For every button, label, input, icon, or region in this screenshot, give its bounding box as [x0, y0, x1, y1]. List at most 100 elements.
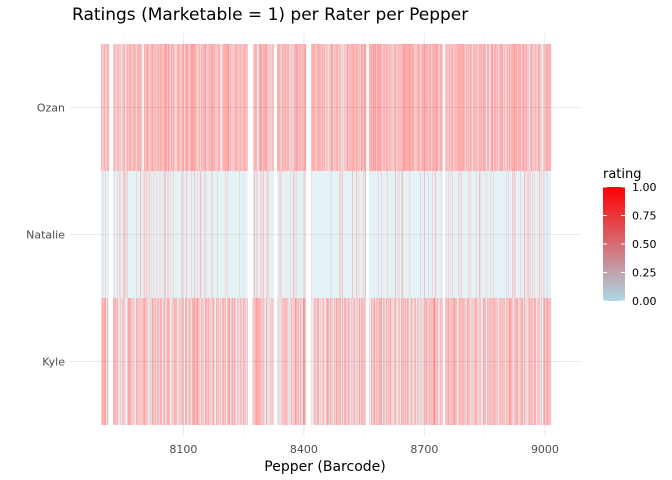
heatmap-cell [387, 298, 389, 425]
heatmap-cell-overlap [157, 44, 159, 171]
heatmap-cell [387, 171, 389, 298]
heatmap-cell [418, 171, 419, 298]
heatmap-cell [133, 298, 135, 425]
heatmap-cell [431, 171, 433, 298]
heatmap-cell [183, 171, 184, 298]
heatmap-cell [342, 298, 344, 425]
heatmap-cell [162, 171, 164, 298]
heatmap-cell [266, 298, 268, 425]
heatmap-cell [128, 171, 129, 298]
heatmap-cell [264, 298, 265, 425]
heatmap-cell [304, 298, 305, 425]
heatmap-cell [471, 298, 473, 425]
heatmap-cell [107, 298, 109, 425]
heatmap-cell [548, 44, 550, 171]
heatmap-cell [545, 298, 547, 425]
heatmap-cell [302, 171, 303, 298]
heatmap-cell [523, 44, 524, 171]
heatmap-cell [299, 171, 301, 298]
heatmap-cell [299, 171, 301, 298]
heatmap-cell [483, 171, 485, 298]
heatmap-cell [514, 171, 515, 298]
heatmap-cell [292, 44, 294, 171]
heatmap-cell [338, 44, 340, 171]
heatmap-cell [473, 171, 475, 298]
heatmap-cell [241, 44, 242, 171]
heatmap-cell [409, 171, 410, 298]
legend-title: rating [603, 167, 642, 182]
heatmap-cell [451, 298, 453, 425]
heatmap-cell [375, 298, 376, 425]
heatmap-cell [343, 298, 345, 425]
heatmap-cell [235, 44, 236, 171]
heatmap-cell [484, 171, 485, 298]
heatmap-cell [231, 171, 232, 298]
heatmap-cell [154, 298, 156, 425]
heatmap-cell [397, 44, 398, 171]
heatmap-cell [379, 44, 381, 171]
heatmap-cell [514, 171, 516, 298]
heatmap-cell [473, 171, 474, 298]
heatmap-cell [334, 298, 335, 425]
heatmap-cell [225, 44, 227, 171]
heatmap-cell [140, 171, 142, 298]
heatmap-cell [397, 44, 399, 171]
heatmap-cell [280, 44, 282, 171]
heatmap-cell [464, 298, 466, 425]
heatmap-cell [107, 298, 108, 425]
heatmap-cell [518, 171, 520, 298]
heatmap-cell [270, 44, 272, 171]
heatmap-cell [215, 44, 216, 171]
heatmap-cell-overlap [364, 44, 366, 171]
heatmap-cell [428, 44, 429, 171]
heatmap-cell [242, 171, 244, 298]
heatmap-cell [164, 171, 166, 298]
heatmap-cell [401, 44, 403, 171]
heatmap-cell [211, 171, 213, 298]
heatmap-cell [448, 44, 450, 171]
heatmap-cell [445, 171, 446, 298]
heatmap-cell [122, 171, 123, 298]
heatmap-cell [538, 298, 540, 425]
heatmap-cell [241, 44, 243, 171]
heatmap-cell [487, 171, 488, 298]
heatmap-cell [438, 298, 440, 425]
heatmap-cell [136, 171, 137, 298]
heatmap-cell [413, 44, 415, 171]
heatmap-cell [232, 171, 234, 298]
heatmap-cell [233, 298, 235, 425]
heatmap-cell [213, 44, 214, 171]
heatmap-cell [370, 171, 372, 298]
heatmap-cell [360, 171, 362, 298]
heatmap-cell [155, 44, 157, 171]
heatmap-cell [520, 171, 521, 298]
heatmap-cell-overlap [431, 298, 433, 425]
heatmap-cell [395, 44, 396, 171]
heatmap-cell [301, 298, 303, 425]
heatmap-cell [544, 171, 545, 298]
heatmap-cell [342, 171, 344, 298]
heatmap-cell [380, 298, 381, 425]
heatmap-cell [374, 171, 376, 298]
heatmap-cell [432, 298, 434, 425]
heatmap-cell [487, 44, 489, 171]
heatmap-cell [147, 171, 148, 298]
heatmap-cell [397, 171, 398, 298]
heatmap-cell-overlap [502, 298, 504, 425]
heatmap-cell [503, 298, 505, 425]
heatmap-cell [261, 298, 263, 425]
heatmap-cell [421, 171, 423, 298]
heatmap-cell [222, 44, 224, 171]
heatmap-cell [139, 44, 141, 171]
heatmap-cell [176, 298, 177, 425]
heatmap-cell-overlap [436, 44, 437, 171]
heatmap-cell [225, 171, 226, 298]
heatmap-cell [244, 44, 245, 171]
heatmap-cell [483, 171, 484, 298]
heatmap-cell [124, 171, 126, 298]
heatmap-cell [258, 298, 260, 425]
heatmap-cell [534, 171, 535, 298]
heatmap-cell [312, 171, 314, 298]
heatmap-cell [413, 171, 414, 298]
heatmap-cell [294, 298, 295, 425]
